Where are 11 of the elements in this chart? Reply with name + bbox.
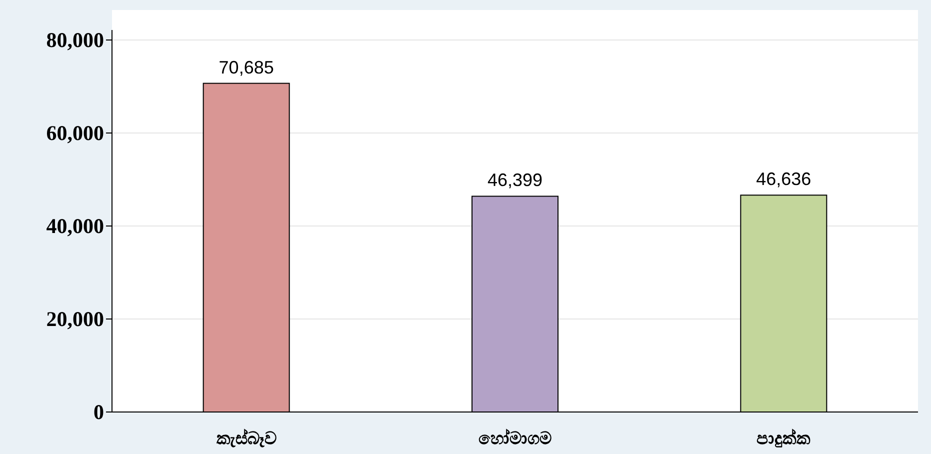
y-tick-label: 60,000 — [46, 121, 104, 145]
data-label: 46,636 — [756, 169, 812, 190]
x-tick-label: පාදුක්ක — [756, 428, 811, 449]
y-tick-label: 0 — [94, 400, 104, 424]
data-label: 70,685 — [218, 57, 274, 78]
x-tick-label: කැස්බෑව — [216, 428, 276, 449]
data-label: 46,399 — [487, 170, 543, 190]
x-tick-label: හෝමාගම — [478, 428, 552, 449]
y-tick-label: 20,000 — [46, 307, 104, 331]
y-tick-label: 80,000 — [46, 28, 104, 52]
y-tick-label: 40,000 — [46, 214, 104, 238]
